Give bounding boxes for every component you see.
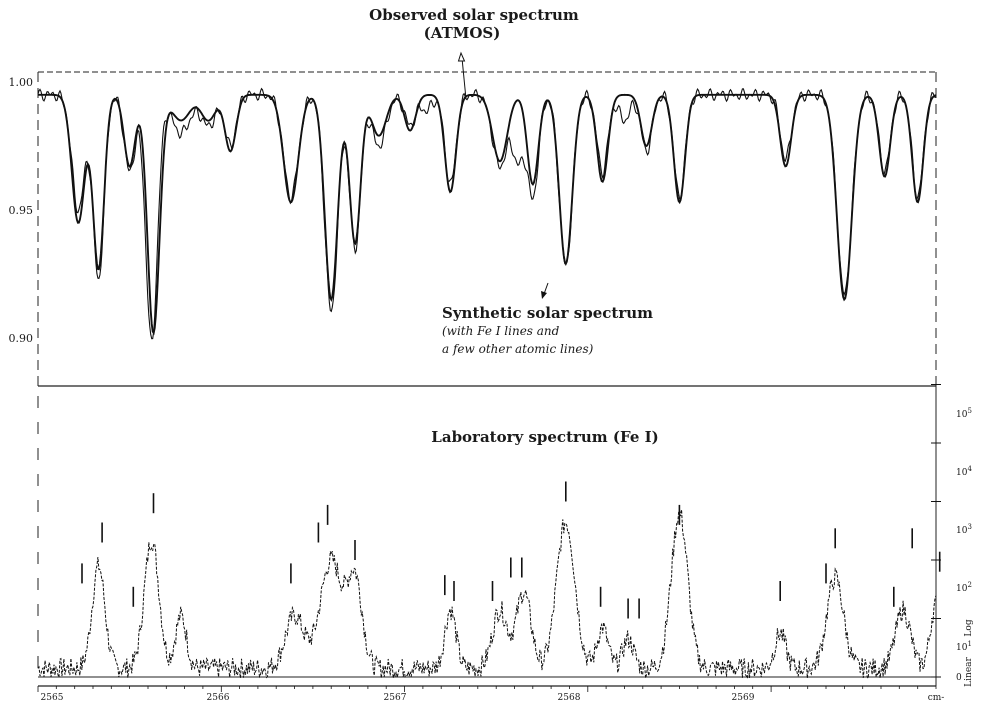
lab-x-axis: 2565 2566 2567 2568 2569 cm-	[41, 693, 945, 703]
lab-y-tick-label: 105	[956, 407, 972, 420]
lab-x-tick-label: 2566	[207, 693, 230, 703]
laboratory-spectrum-line	[37, 508, 937, 680]
lab-y-label-linear: Linear	[964, 656, 974, 686]
solar-panel: 1.00 0.95 0.90 Observed solar spectrum (…	[9, 6, 937, 387]
solar-y-tick-label: 0.95	[9, 204, 34, 217]
lab-y-tick-label: 104	[956, 465, 972, 478]
lab-x-unit-label: cm-	[928, 693, 945, 703]
solar-y-tick-label: 0.90	[9, 332, 34, 345]
lab-right-y-axis: 0 101 102 103 104 105 Log Linear	[956, 407, 974, 687]
lab-y-tick-label: 103	[956, 523, 972, 536]
lab-x-tick-label: 2567	[384, 693, 407, 703]
synthetic-annotation-line1: (with Fe I lines and	[442, 324, 560, 338]
lab-x-tick-label: 2565	[41, 693, 64, 703]
lab-x-tick-label: 2569	[732, 693, 755, 703]
lab-y-tick-label: 0	[956, 673, 962, 683]
synthetic-annotation-line2: a few other atomic lines)	[442, 342, 594, 356]
solar-y-tick-label: 1.00	[9, 76, 34, 89]
lab-y-tick-label: 101	[956, 640, 972, 653]
synthetic-spectrum-line	[38, 93, 937, 336]
laboratory-panel: Laboratory spectrum (Fe I) 2565 2566 256…	[37, 384, 974, 703]
synthetic-annotation-title: Synthetic solar spectrum	[442, 304, 653, 322]
solar-y-axis: 1.00 0.95 0.90	[9, 76, 34, 345]
observed-spectrum-line	[37, 87, 937, 340]
observed-arrow	[457, 51, 467, 100]
lab-y-label-log: Log	[964, 619, 974, 636]
line-identification-markers	[81, 481, 941, 619]
lab-title: Laboratory spectrum (Fe I)	[431, 428, 658, 446]
lab-axis-tick-marks	[37, 384, 941, 692]
observed-annotation-title: Observed solar spectrum	[369, 6, 579, 24]
synthetic-arrow	[541, 282, 549, 299]
lab-x-tick-label: 2568	[558, 693, 581, 703]
observed-annotation-subtitle: (ATMOS)	[424, 24, 501, 42]
lab-y-tick-label: 102	[956, 581, 972, 594]
